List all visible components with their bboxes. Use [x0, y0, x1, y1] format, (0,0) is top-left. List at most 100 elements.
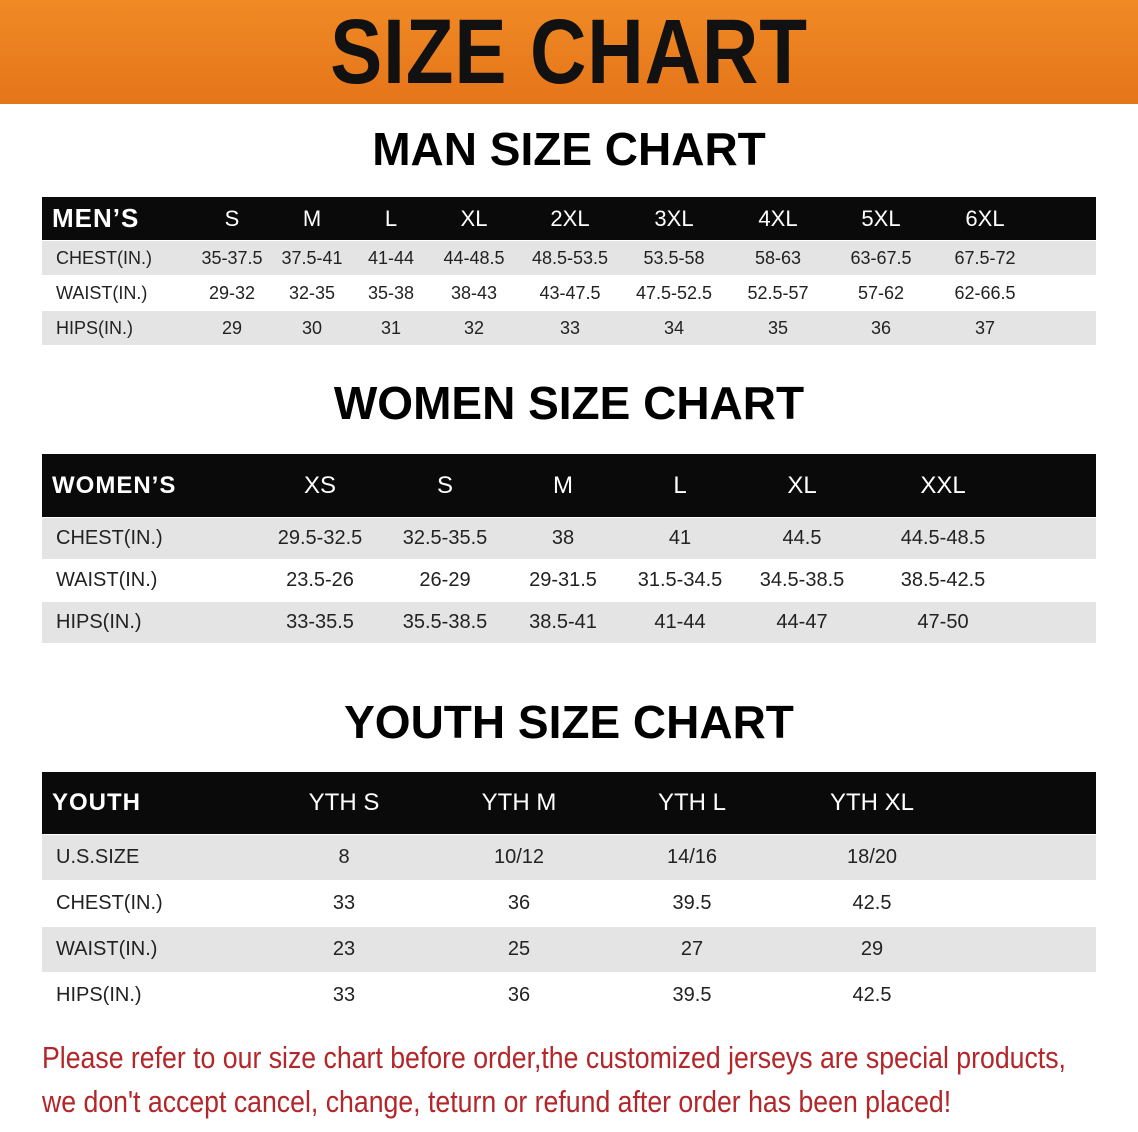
table-cell: 33-35.5	[286, 611, 354, 633]
table-cell: 30	[301, 317, 323, 338]
table-cell: 33	[332, 892, 356, 914]
size-header: YTH S	[308, 789, 380, 816]
row-label: CHEST(IN.)	[56, 247, 152, 268]
banner-title: SIZE CHART	[330, 0, 808, 103]
row-label: U.S.SIZE	[56, 846, 140, 868]
table-title: MEN’S	[52, 203, 140, 233]
table-cell: 29.5-32.5	[277, 527, 363, 549]
table-cell: 38	[551, 527, 575, 549]
table-cell: 35	[767, 317, 789, 338]
row-label: HIPS(IN.)	[56, 984, 142, 1006]
table-cell: 47-50	[917, 611, 969, 633]
table-row: WAIST(IN.) 23 25 27 29	[42, 927, 1096, 972]
women-size-table: WOMEN’S XS S M L XL XXL CHEST(IN.) 29.5-32.5 32.5…	[42, 454, 1096, 643]
youth-size-table: YOUTH YTH S YTH M YTH L YTH XL U.S.SIZE 8 10/12…	[42, 772, 1096, 1018]
size-header: XXL	[920, 471, 966, 499]
table-cell: 8	[338, 846, 350, 868]
table-row: HIPS(IN.) 33-35.5 35.5-38.5 38.5-41 41-44 44-…	[42, 602, 1096, 643]
size-header: 2XL	[550, 205, 590, 231]
size-header: YTH M	[481, 789, 557, 816]
table-row: HIPS(IN.) 33 36 39.5 42.5	[42, 973, 1096, 1018]
table-cell: 42.5	[852, 892, 892, 914]
table-cell: 62-66.5	[954, 282, 1016, 303]
row-label: CHEST(IN.)	[56, 527, 163, 549]
table-cell: 41-44	[654, 611, 706, 633]
table-title: WOMEN’S	[52, 471, 177, 499]
table-cell: 39.5	[672, 984, 712, 1006]
table-cell: 23	[332, 938, 356, 960]
size-header: 3XL	[654, 205, 694, 231]
table-cell: 34.5-38.5	[759, 569, 845, 591]
table-cell: 33	[559, 317, 581, 338]
women-section-title: WOMEN SIZE CHART	[333, 377, 805, 429]
size-header: 4XL	[758, 205, 798, 231]
row-label: WAIST(IN.)	[56, 938, 158, 960]
row-label: HIPS(IN.)	[56, 317, 134, 338]
table-row: CHEST(IN.) 29.5-32.5 32.5-35.5 38 41 44.5 44.5…	[42, 518, 1096, 559]
table-cell: 38-43	[450, 282, 498, 303]
size-header: XL	[460, 205, 488, 231]
table-cell: 18/20	[846, 846, 898, 868]
size-header: M	[553, 471, 573, 499]
table-cell: 36	[507, 984, 531, 1006]
order-notice: Please refer to our size chart before or…	[42, 1036, 1066, 1124]
table-cell: 10/12	[493, 846, 545, 868]
table-cell: 39.5	[672, 892, 712, 914]
size-header: YTH L	[657, 789, 726, 816]
table-cell: 38.5-42.5	[900, 569, 986, 591]
row-label: WAIST(IN.)	[56, 569, 158, 591]
table-cell: 48.5-53.5	[531, 247, 609, 268]
table-row: U.S.SIZE 8 10/12 14/16 18/20	[42, 835, 1096, 880]
table-cell: 27	[680, 938, 704, 960]
table-cell: 37.5-41	[281, 247, 343, 268]
table-cell: 43-47.5	[539, 282, 601, 303]
table-cell: 29-31.5	[529, 569, 597, 591]
table-cell: 36	[507, 892, 531, 914]
size-header: S	[224, 205, 240, 231]
size-header: 6XL	[965, 205, 1005, 231]
size-header: L	[673, 471, 687, 499]
table-cell: 31.5-34.5	[637, 569, 723, 591]
row-label: CHEST(IN.)	[56, 892, 163, 914]
table-cell: 38.5-41	[529, 611, 597, 633]
table-row: CHEST(IN.) 33 36 39.5 42.5	[42, 881, 1096, 926]
table-cell: 58-63	[754, 247, 802, 268]
size-header: XL	[787, 471, 817, 499]
table-cell: 44-47	[776, 611, 828, 633]
table-cell: 37	[974, 317, 996, 338]
row-label: WAIST(IN.)	[56, 282, 148, 303]
table-cell: 29	[221, 317, 243, 338]
table-cell: 41-44	[367, 247, 415, 268]
table-cell: 35-37.5	[201, 247, 263, 268]
table-cell: 57-62	[857, 282, 905, 303]
table-cell: 41	[668, 527, 692, 549]
table-row: WAIST(IN.) 29-32 32-35 35-38 38-43 43-47.5 47.…	[42, 276, 1096, 310]
size-header: XS	[303, 471, 336, 499]
row-label: HIPS(IN.)	[56, 611, 142, 633]
table-cell: 31	[380, 317, 402, 338]
size-header: 5XL	[861, 205, 901, 231]
men-size-table: MEN’S S M L XL 2XL 3XL 4XL 5XL 6XL CHEST(IN.) 35-37…	[42, 197, 1096, 345]
table-cell: 23.5-26	[286, 569, 354, 591]
table-cell: 35.5-38.5	[402, 611, 488, 633]
table-cell: 67.5-72	[954, 247, 1016, 268]
table-row: HIPS(IN.) 29 30 31 32 33 34 35 36 37	[42, 311, 1096, 345]
table-cell: 34	[663, 317, 685, 338]
header-row: YOUTH YTH S YTH M YTH L YTH XL	[42, 772, 1096, 834]
table-cell: 32.5-35.5	[402, 527, 488, 549]
youth-section-title: YOUTH SIZE CHART	[344, 696, 794, 748]
table-cell: 32-35	[288, 282, 336, 303]
table-cell: 53.5-58	[643, 247, 705, 268]
header-row: MEN’S S M L XL 2XL 3XL 4XL 5XL 6XL	[42, 197, 1096, 240]
table-cell: 26-29	[419, 569, 471, 591]
order-notice-line-1: Please refer to our size chart before or…	[42, 1040, 1066, 1075]
table-cell: 33	[332, 984, 356, 1006]
order-notice-line-2: we don't accept cancel, change, teturn o…	[42, 1084, 952, 1119]
table-cell: 63-67.5	[850, 247, 912, 268]
table-cell: 47.5-52.5	[635, 282, 713, 303]
header-row: WOMEN’S XS S M L XL XXL	[42, 454, 1096, 517]
table-cell: 29	[860, 938, 884, 960]
table-cell: 29-32	[208, 282, 256, 303]
table-cell: 36	[870, 317, 892, 338]
table-cell: 44.5-48.5	[900, 527, 986, 549]
